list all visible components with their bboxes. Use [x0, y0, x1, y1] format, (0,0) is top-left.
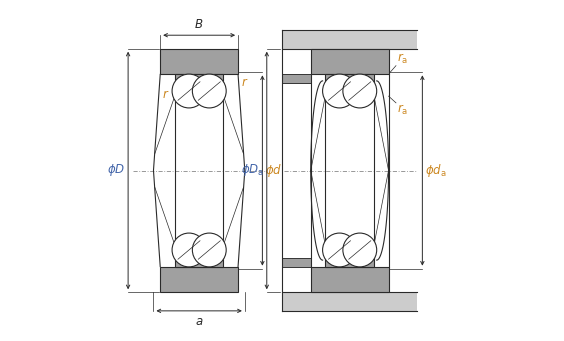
Polygon shape — [325, 74, 374, 96]
Circle shape — [343, 233, 377, 267]
Text: a: a — [196, 315, 203, 328]
Text: $\phi d_{\mathrm{a}}$: $\phi d_{\mathrm{a}}$ — [425, 162, 447, 179]
Circle shape — [323, 233, 356, 267]
Circle shape — [192, 74, 226, 108]
Polygon shape — [282, 258, 311, 267]
Text: r: r — [162, 88, 168, 101]
Text: $r_{\mathrm{a}}$: $r_{\mathrm{a}}$ — [397, 103, 408, 117]
Polygon shape — [282, 30, 417, 49]
Circle shape — [343, 74, 377, 108]
Circle shape — [323, 74, 356, 108]
Polygon shape — [160, 267, 238, 292]
Circle shape — [192, 233, 226, 267]
Polygon shape — [160, 49, 238, 74]
Polygon shape — [311, 49, 389, 74]
Text: $\phi d$: $\phi d$ — [265, 162, 283, 179]
Text: r: r — [241, 76, 246, 89]
Text: $\phi D_{\mathrm{a}}$: $\phi D_{\mathrm{a}}$ — [241, 163, 264, 178]
Polygon shape — [311, 267, 389, 292]
Polygon shape — [175, 74, 223, 96]
Polygon shape — [282, 74, 311, 83]
Circle shape — [172, 74, 206, 108]
Polygon shape — [175, 245, 223, 267]
Text: B: B — [195, 18, 203, 31]
Circle shape — [172, 233, 206, 267]
Polygon shape — [325, 245, 374, 267]
Text: $r_{\mathrm{a}}$: $r_{\mathrm{a}}$ — [397, 51, 408, 66]
Text: $\phi D$: $\phi D$ — [107, 163, 125, 178]
Polygon shape — [282, 292, 417, 311]
